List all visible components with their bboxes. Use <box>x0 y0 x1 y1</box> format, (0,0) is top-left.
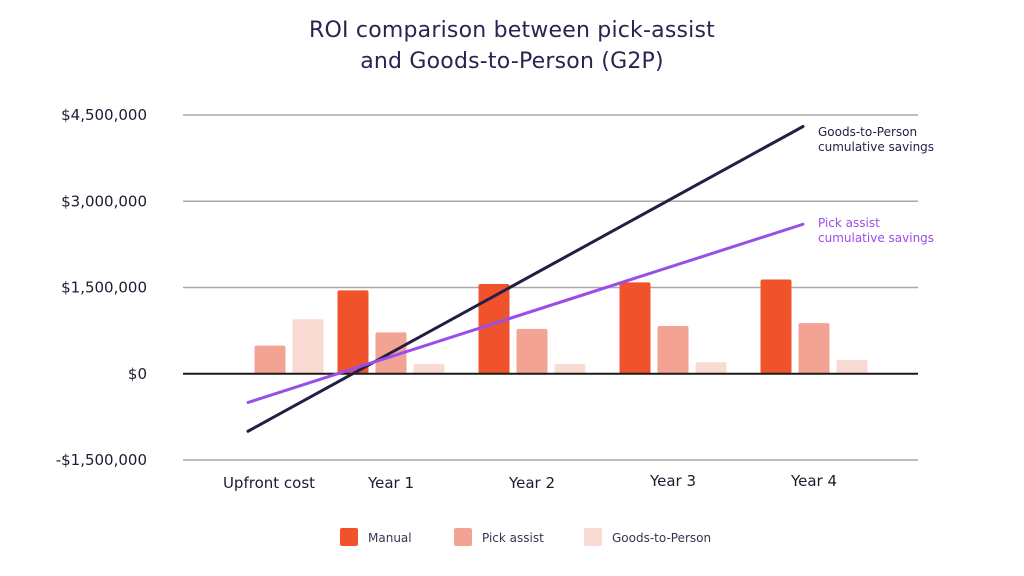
x-tick-label: Upfront cost <box>223 474 315 492</box>
bar-pick-assist-year-4 <box>798 323 830 374</box>
legend-swatch-manual <box>340 528 358 546</box>
legend-label-manual: Manual <box>368 531 412 545</box>
bar-layer <box>254 279 868 374</box>
x-tick-label: Year 2 <box>508 474 555 492</box>
bar-pick-assist-year-2 <box>516 328 548 374</box>
bar-goods-to-person-year-1 <box>413 363 445 374</box>
legend-label-pick-assist: Pick assist <box>482 531 544 545</box>
line-label-pick-assist-cumulative-savings: Pick assist <box>818 216 880 230</box>
legend-swatch-goods-to-person <box>584 528 602 546</box>
bar-manual-year-1 <box>337 290 369 374</box>
line-label-goods-to-person-cumulative-savings: Goods-to-Person <box>818 125 917 139</box>
grid-layer <box>183 114 918 461</box>
bar-pick-assist-upfront-cost <box>254 345 286 374</box>
bar-goods-to-person-year-4 <box>836 359 868 374</box>
x-tick-label: Year 1 <box>367 474 414 492</box>
x-tick-label: Year 4 <box>790 472 837 490</box>
bar-goods-to-person-year-3 <box>695 362 727 374</box>
chart-title-line-1: ROI comparison between pick-assist <box>309 18 715 43</box>
bar-manual-year-4 <box>760 279 792 374</box>
legend: Manual Pick assist Goods-to-Person <box>340 528 711 546</box>
bar-goods-to-person-upfront-cost <box>292 319 324 374</box>
bar-manual-year-3 <box>619 282 651 374</box>
y-tick-label: $4,500,000 <box>61 106 147 124</box>
y-tick-label: $1,500,000 <box>61 279 147 297</box>
line-pick-assist-cumulative-savings <box>246 222 805 404</box>
y-tick-label: -$1,500,000 <box>56 451 147 469</box>
line-layer <box>246 125 805 433</box>
y-tick-label: $3,000,000 <box>61 192 147 210</box>
line-goods-to-person-cumulative-savings <box>246 125 805 433</box>
line-label-goods-to-person-cumulative-savings: cumulative savings <box>818 140 934 154</box>
x-tick-label: Year 3 <box>649 472 696 490</box>
y-tick-label: $0 <box>128 365 147 383</box>
bar-pick-assist-year-3 <box>657 326 689 374</box>
chart-title-line-2: and Goods-to-Person (G2P) <box>360 49 664 74</box>
legend-label-goods-to-person: Goods-to-Person <box>612 531 711 545</box>
bar-manual-year-2 <box>478 284 510 374</box>
label-layer: $4,500,000 $3,000,000 $1,500,000 $0 -$1,500,… <box>56 106 934 492</box>
legend-swatch-pick-assist <box>454 528 472 546</box>
bar-goods-to-person-year-2 <box>554 363 586 374</box>
line-label-pick-assist-cumulative-savings: cumulative savings <box>818 231 934 245</box>
